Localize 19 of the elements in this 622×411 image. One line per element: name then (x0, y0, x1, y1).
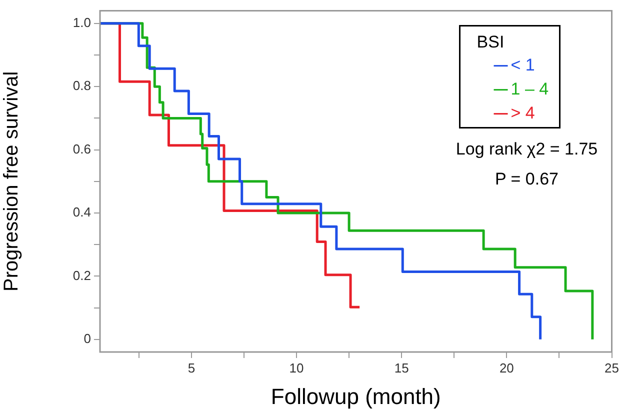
annotation: P = 0.67 (495, 169, 559, 188)
y-tick-label: 1.0 (72, 15, 91, 30)
y-tick-label: 0.2 (72, 268, 91, 283)
legend-label: > 4 (510, 103, 535, 122)
x-axis-title: Followup (month) (270, 384, 441, 409)
x-tick-label: 5 (188, 360, 196, 376)
y-tick-label: 0 (84, 330, 91, 346)
x-tick-label: 10 (289, 360, 304, 376)
legend-label: < 1 (510, 55, 535, 74)
x-tick-label: 25 (604, 360, 620, 376)
y-tick-label: 0.8 (72, 78, 91, 94)
x-tick-label: 15 (394, 360, 409, 376)
y-axis-title: Progression free survival (0, 71, 23, 292)
legend-label: 1 – 4 (510, 79, 549, 98)
x-tick-label: 20 (499, 360, 514, 376)
legend-title: BSI (476, 32, 504, 52)
y-tick-label: 0.6 (72, 141, 91, 156)
y-tick-label: 0.4 (72, 204, 91, 220)
annotation: Log rank χ2 = 1.75 (456, 139, 598, 158)
